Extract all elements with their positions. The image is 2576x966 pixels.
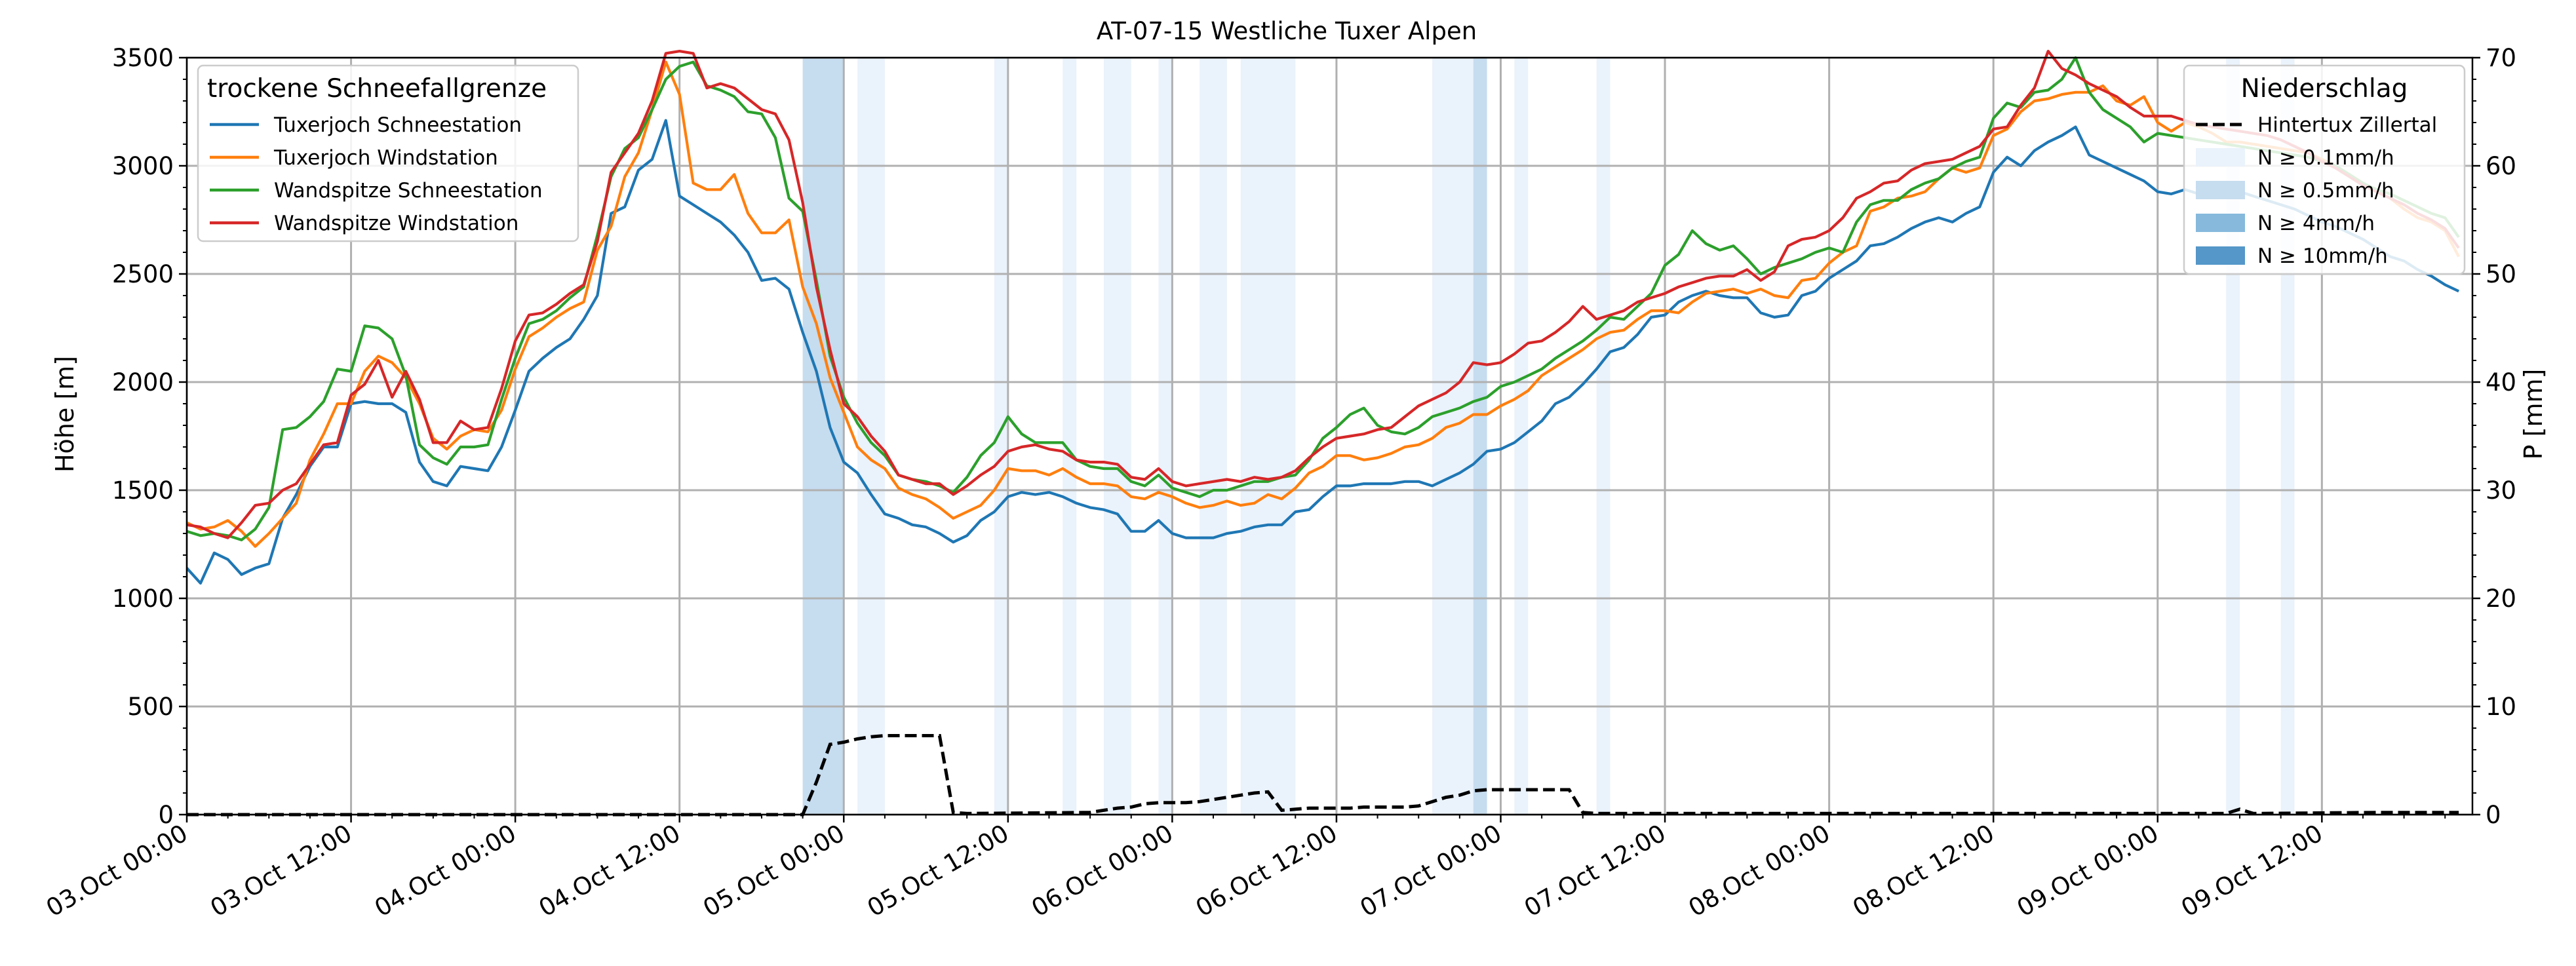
y2-tick-label: 40 — [2486, 368, 2516, 396]
y-tick-label: 1000 — [112, 585, 174, 613]
y2-tick-label: 30 — [2486, 476, 2516, 505]
y-tick-label: 2500 — [112, 260, 174, 288]
legend-right-label: N ≥ 10mm/h — [2257, 244, 2388, 268]
y-tick-label: 2000 — [112, 368, 174, 396]
legend-right-box — [2183, 64, 2466, 275]
y2-tick-label: 0 — [2486, 801, 2501, 829]
legend-left-label: Wandspitze Schneestation — [274, 179, 543, 203]
legend-right-swatch — [2196, 148, 2245, 166]
legend-right-swatch — [2196, 214, 2245, 232]
precip-band — [1103, 58, 1131, 815]
series-line — [186, 50, 2460, 539]
y2-axis-label: P [mm] — [2519, 369, 2548, 460]
legend-left-label: Tuxerjoch Schneestation — [273, 113, 522, 137]
legend-left-label: Tuxerjoch Windstation — [273, 146, 498, 170]
plot-frame — [185, 56, 2474, 816]
y2-tick-label: 50 — [2486, 260, 2516, 288]
y-tick-label: 1500 — [112, 476, 174, 505]
precip-band — [1240, 58, 1296, 815]
y-axis-label: Höhe [m] — [50, 356, 79, 473]
legend-right-swatch — [2196, 246, 2245, 265]
y2-tick-label: 20 — [2486, 585, 2516, 613]
legend-right: Niederschlag Hintertux Zillertal N ≥ 0.1mm… — [2183, 64, 2466, 275]
y-tick-label: 3500 — [112, 44, 174, 72]
legend-left: trockene Schneefallgrenze Tuxerjoch Schne… — [197, 64, 579, 242]
legend-right-label: Hintertux Zillertal — [2257, 113, 2437, 137]
precip-band — [1473, 58, 1487, 815]
y-tick-label: 0 — [158, 801, 174, 829]
legend-right-label: N ≥ 0.5mm/h — [2257, 179, 2394, 203]
y2-tick-label: 10 — [2486, 693, 2516, 721]
precip-band — [1200, 58, 1227, 815]
precip-line — [187, 734, 2459, 817]
chart-title: AT-07-15 Westliche Tuxer Alpen — [1097, 17, 1477, 45]
precip-band — [1158, 58, 1173, 815]
legend-right-swatch — [2196, 181, 2245, 199]
y-tick-label: 3000 — [112, 152, 174, 180]
precip-band — [1596, 58, 1610, 815]
legend-right-label: N ≥ 4mm/h — [2257, 212, 2375, 235]
legend-right-label: N ≥ 0.1mm/h — [2257, 146, 2394, 170]
precip-bands — [802, 58, 2295, 815]
series-line — [186, 56, 2460, 541]
legend-right-title: Niederschlag — [2241, 74, 2408, 104]
legend-left-label: Wandspitze Windstation — [274, 212, 518, 235]
precip-band — [1432, 58, 1473, 815]
series-lines — [185, 50, 2460, 817]
y2-tick-label: 60 — [2486, 152, 2516, 180]
y2-tick-label: 70 — [2486, 44, 2516, 72]
series-line — [185, 119, 2459, 585]
y-tick-label: 500 — [127, 693, 174, 721]
legend-left-box — [197, 64, 579, 242]
series-line — [186, 60, 2460, 548]
precip-band — [994, 58, 1008, 815]
precip-band — [1063, 58, 1077, 815]
legend-left-title: trockene Schneefallgrenze — [207, 74, 547, 104]
precip-band — [802, 58, 844, 815]
